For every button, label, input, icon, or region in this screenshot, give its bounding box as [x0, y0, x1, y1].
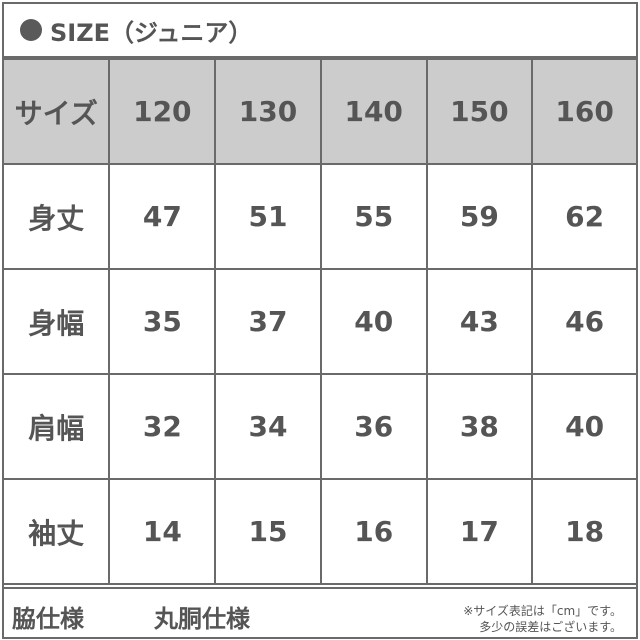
cell: 34 [214, 373, 322, 480]
size-header: 120 [108, 58, 217, 165]
size-header: 140 [319, 58, 428, 165]
cell: 46 [531, 268, 636, 375]
header-label: サイズ [4, 58, 111, 165]
cell: 18 [531, 478, 636, 585]
cell: 62 [531, 163, 636, 270]
size-header: 130 [214, 58, 322, 165]
table-row: 身幅 35 37 40 43 46 [4, 268, 636, 375]
table-row: 身丈 47 51 55 59 62 [4, 163, 636, 270]
side-spec-value: 丸胴仕様 [154, 605, 250, 633]
cell: 36 [319, 373, 428, 480]
header-row: サイズ 120 130 140 150 160 [4, 58, 636, 165]
size-table: サイズ 120 130 140 150 160 身丈 47 51 55 59 6… [4, 58, 636, 585]
table-row: 袖丈 14 15 16 17 18 [4, 478, 636, 585]
cell: 43 [425, 268, 534, 375]
row-label: 袖丈 [4, 478, 111, 585]
cell: 40 [319, 268, 428, 375]
title-bar: SIZE（ジュニア） [4, 4, 636, 58]
cell: 17 [425, 478, 534, 585]
title: SIZE（ジュニア） [50, 18, 253, 47]
size-header: 160 [531, 58, 636, 165]
cell: 59 [425, 163, 534, 270]
size-header: 150 [425, 58, 534, 165]
cell: 16 [319, 478, 428, 585]
cell: 37 [214, 268, 322, 375]
cell: 35 [108, 268, 217, 375]
note-line: ※サイズ表記は「cm」です。 [463, 604, 622, 618]
cell: 40 [531, 373, 636, 480]
bullet-icon [20, 19, 42, 41]
cell: 51 [214, 163, 322, 270]
table-row: 肩幅 32 34 36 38 40 [4, 373, 636, 480]
side-spec-label: 脇仕様 [12, 605, 84, 633]
row-label: 肩幅 [4, 373, 111, 480]
size-note: ※サイズ表記は「cm」です。 多少の誤差はございます。 [463, 603, 622, 635]
footer-row: 脇仕様 丸胴仕様 ※サイズ表記は「cm」です。 多少の誤差はございます。 [4, 587, 636, 639]
row-label: 身幅 [4, 268, 111, 375]
cell: 47 [108, 163, 217, 270]
cell: 32 [108, 373, 217, 480]
cell: 15 [214, 478, 322, 585]
cell: 55 [319, 163, 428, 270]
cell: 38 [425, 373, 534, 480]
row-label: 身丈 [4, 163, 111, 270]
note-line: 多少の誤差はございます。 [479, 620, 622, 634]
cell: 14 [108, 478, 217, 585]
